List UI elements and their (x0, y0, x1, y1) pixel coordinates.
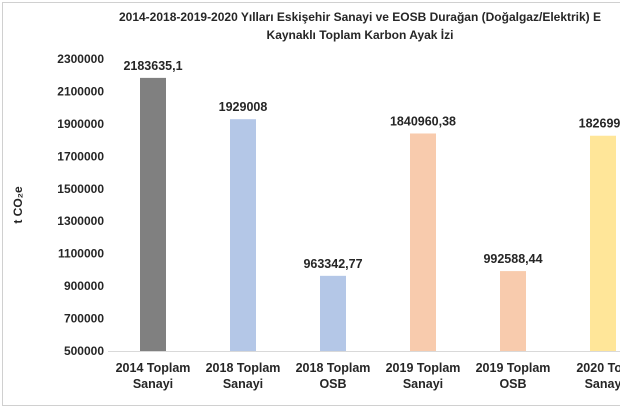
y-tick-label: 700000 (64, 312, 104, 326)
x-axis-ticks: 2014 Toplam Sanayi 2018 Toplam Sanayi 2018 T… (116, 361, 620, 391)
x-tick-label: Sanayi (133, 377, 173, 391)
data-label: 963342,77 (303, 257, 362, 271)
bar (140, 77, 166, 351)
x-tick-label: 2018 Toplam (206, 361, 281, 375)
data-label: 992588,44 (483, 252, 542, 266)
data-label: 1929008 (219, 100, 268, 114)
data-labels: 2183635,1 1929008 963342,77 1840960,38 99258… (123, 59, 620, 271)
bar (230, 119, 256, 352)
x-tick-label: 2020 Top (576, 361, 620, 375)
x-tick-label: 2019 Toplam (476, 361, 551, 375)
y-tick-label: 900000 (64, 279, 104, 293)
data-label: 1826991 (579, 117, 620, 131)
y-tick-label: 1700000 (57, 149, 104, 163)
x-tick-label: Sanayi (223, 377, 263, 391)
bar (590, 135, 616, 351)
data-label: 2183635,1 (123, 59, 182, 73)
y-tick-label: 2300000 (57, 52, 104, 66)
y-tick-label: 1100000 (58, 247, 104, 261)
x-tick-label: Sanay (585, 377, 620, 391)
chart-title-line-2: Kaynaklı Toplam Karbon Ayak İzi (266, 28, 454, 42)
bar (320, 275, 346, 351)
bar (500, 271, 526, 351)
data-label: 1840960,38 (390, 114, 456, 128)
chart-title: 2014-2018-2019-2020 Yılları Eskişehir Sa… (60, 8, 620, 44)
x-tick-label: Sanayi (403, 377, 443, 391)
x-tick-label: 2019 Toplam (386, 361, 461, 375)
y-tick-label: 1900000 (57, 117, 104, 131)
x-tick-label: 2014 Toplam (116, 361, 191, 375)
y-tick-label: 1300000 (57, 214, 104, 228)
x-tick-label: OSB (319, 377, 346, 391)
y-tick-label: 1500000 (57, 182, 104, 196)
chart-title-line-1: 2014-2018-2019-2020 Yılları Eskişehir Sa… (118, 10, 602, 24)
y-axis-ticks: 500000 700000 900000 1100000 1300000 1500000 1… (57, 52, 104, 358)
bar (410, 133, 436, 351)
x-tick-label: 2018 Toplam (296, 361, 371, 375)
y-tick-label: 2100000 (57, 84, 104, 98)
x-tick-label: OSB (499, 377, 526, 391)
y-tick-label: 500000 (64, 344, 104, 358)
y-axis-label: t CO₂e (11, 186, 25, 224)
bars (140, 77, 616, 352)
